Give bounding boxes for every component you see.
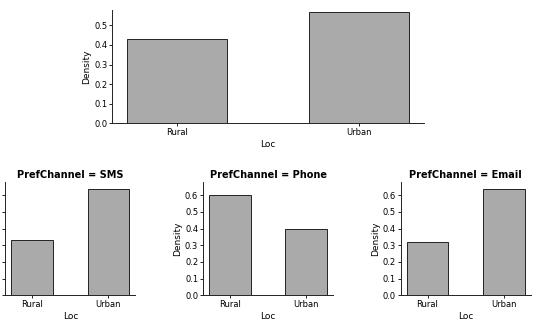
X-axis label: Loc: Loc	[260, 140, 276, 149]
Bar	[309, 12, 410, 123]
Title: PrefChannel = Email: PrefChannel = Email	[410, 170, 522, 180]
X-axis label: Loc: Loc	[260, 312, 276, 321]
Bar	[209, 195, 251, 295]
Bar	[11, 240, 53, 295]
Title: PrefChannel = Phone: PrefChannel = Phone	[210, 170, 326, 180]
X-axis label: Loc: Loc	[63, 312, 78, 321]
Bar	[87, 189, 130, 295]
Y-axis label: Density: Density	[83, 49, 92, 84]
Bar	[126, 39, 227, 123]
X-axis label: Loc: Loc	[458, 312, 473, 321]
Bar	[483, 189, 525, 295]
Y-axis label: Density: Density	[371, 221, 379, 256]
Bar	[406, 242, 449, 295]
Y-axis label: Density: Density	[173, 221, 182, 256]
Title: PrefChannel = SMS: PrefChannel = SMS	[17, 170, 124, 180]
Bar	[285, 229, 327, 295]
